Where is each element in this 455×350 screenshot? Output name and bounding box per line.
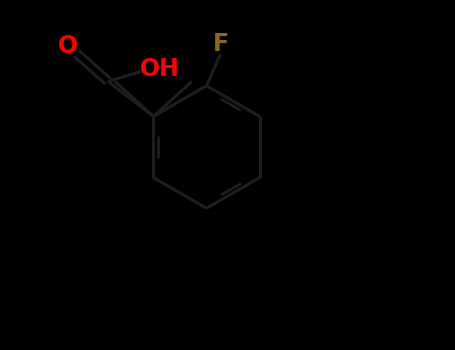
Text: O: O [58,34,78,58]
Text: F: F [213,33,229,56]
Text: OH: OH [140,57,180,81]
